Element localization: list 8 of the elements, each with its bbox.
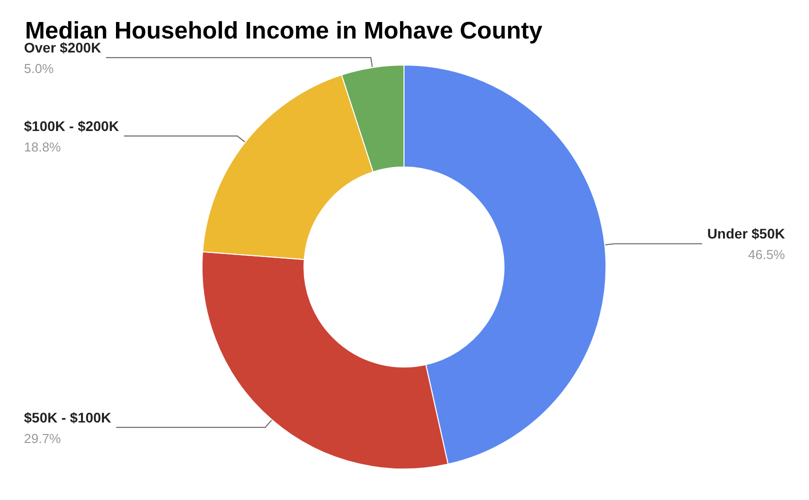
data-label: 18.8% [24, 140, 62, 155]
slice-label: $50K - $100K [24, 409, 112, 426]
slice-label: Over $200K [24, 40, 102, 56]
slice-label: $100K - $200K [24, 118, 119, 134]
data-label: 46.5% [748, 247, 786, 262]
data-label: 5.0% [24, 61, 54, 76]
slice-label: Under $50K [707, 226, 785, 242]
data-label: 29.7% [24, 430, 62, 446]
